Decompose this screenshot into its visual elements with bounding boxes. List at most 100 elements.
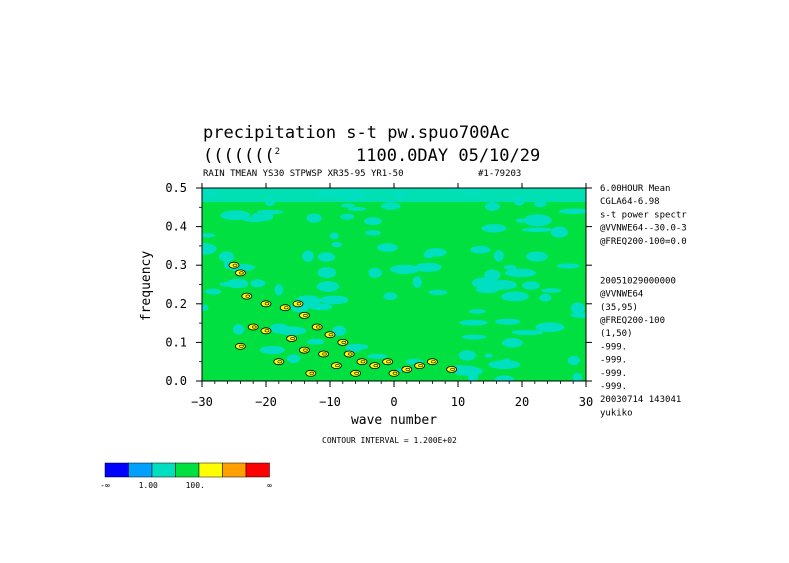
hot-spot-mark: [298, 346, 310, 354]
hot-spot-contour: [309, 371, 315, 375]
hot-spot: [247, 323, 259, 331]
low-level-patch: [504, 268, 537, 278]
low-level-patch: [572, 372, 582, 381]
hot-spot-mark: [330, 362, 342, 370]
colorbar-swatch: [151, 462, 176, 478]
low-level-patch: [535, 322, 565, 333]
hot-spot: [388, 369, 400, 377]
side-info-line: yukiko: [600, 408, 633, 418]
colorbar-swatch: [104, 462, 129, 478]
hot-spot-mark: [292, 300, 304, 308]
hot-spot: [260, 327, 272, 335]
low-level-patch: [423, 250, 434, 259]
hot-spot-mark: [247, 323, 259, 331]
low-level-patch: [484, 269, 501, 281]
low-level-patch: [390, 264, 420, 274]
x-tick-label: −20: [255, 395, 277, 409]
low-level-patch: [226, 278, 249, 289]
low-level-patch: [541, 288, 562, 293]
low-level-patch: [570, 312, 586, 318]
low-level-patch: [202, 243, 217, 255]
low-level-patch: [331, 241, 343, 248]
low-level-patch: [332, 325, 347, 336]
hot-spot-mark: [356, 358, 368, 366]
hot-spot-contour: [245, 294, 251, 298]
low-level-patch: [467, 372, 479, 381]
low-level-patch: [484, 353, 493, 358]
low-level-patch: [458, 350, 476, 361]
side-info-line: @VVNWE64--30.0-3: [600, 224, 687, 234]
hot-spot-mark: [318, 350, 330, 358]
low-level-patch: [414, 262, 442, 272]
low-level-patch: [317, 267, 337, 278]
low-level-patch: [469, 309, 486, 314]
colorbar-swatch: [175, 462, 200, 478]
low-level-patch: [364, 217, 382, 226]
hot-spot-contour: [315, 325, 321, 329]
low-level-texture: [202, 188, 586, 381]
low-level-patch: [309, 303, 333, 311]
x-tick-label: 10: [451, 395, 465, 409]
colorbar-swatch: [198, 462, 223, 478]
hot-spot: [286, 335, 298, 342]
side-info-line: 20051029000000: [600, 276, 676, 286]
hot-spot-mark: [343, 350, 355, 358]
low-level-patch: [502, 338, 523, 348]
low-level-patch: [274, 284, 284, 296]
x-axis-label: wave number: [351, 413, 437, 428]
low-level-patch: [470, 245, 491, 254]
side-info-line: 20030714 143041: [600, 395, 681, 405]
hot-spot-mark: [350, 369, 362, 377]
hot-spot: [260, 300, 272, 308]
hot-spot: [311, 323, 323, 331]
side-info-line: @FREQ200-100=0.0: [600, 237, 687, 247]
low-level-patch: [367, 353, 387, 359]
hot-spot-contour: [347, 352, 353, 356]
y-tick-label: 0.2: [165, 297, 187, 311]
hot-spot: [414, 362, 426, 370]
y-tick-label: 0.3: [165, 258, 187, 272]
hot-spot-contour: [335, 364, 340, 368]
colorbar-swatch: [128, 462, 153, 478]
low-level-patch: [319, 295, 349, 305]
x-tick-label: 30: [579, 395, 593, 409]
low-level-patch: [302, 250, 314, 262]
hot-spot-mark: [382, 358, 394, 366]
y-tick-label: 0.1: [165, 335, 187, 349]
hot-spot-contour: [264, 302, 270, 306]
hot-spot-contour: [322, 352, 327, 356]
low-level-patch: [202, 233, 216, 238]
hot-spot-mark: [228, 261, 240, 269]
x-tick-label: −10: [319, 395, 341, 409]
hot-spot-mark: [324, 331, 336, 339]
side-info-line: (1,50): [600, 329, 633, 339]
low-level-patch: [521, 281, 540, 290]
low-level-patch: [501, 291, 529, 302]
low-level-patch: [317, 252, 335, 262]
hot-spot-mark: [241, 292, 253, 300]
hot-spot-mark: [234, 269, 246, 277]
hot-spot-contour: [341, 340, 347, 344]
low-level-patch: [481, 224, 507, 233]
low-level-patch: [368, 267, 382, 278]
colorbar-label: 100.: [186, 481, 205, 490]
hot-spot-mark: [260, 300, 272, 308]
hot-spot-contour: [290, 336, 295, 340]
chart-title-line1: precipitation s-t pw.spuo700Ac: [203, 123, 510, 143]
x-tick-label: 0: [390, 395, 397, 409]
hot-spot-contour: [283, 306, 289, 310]
top-low-band: [202, 188, 586, 202]
y-tick-label: 0.4: [165, 220, 187, 234]
low-level-patch: [269, 323, 289, 334]
side-info-line: -999.: [600, 342, 627, 352]
hot-spot: [234, 269, 246, 277]
hot-spot: [318, 350, 330, 358]
hot-spot-contour: [373, 364, 379, 368]
hot-spot-contour: [360, 360, 366, 364]
hot-spot-contour: [431, 360, 436, 364]
hot-spot: [241, 292, 253, 300]
side-info-line: -999.: [600, 369, 627, 379]
hot-spot-contour: [277, 360, 283, 364]
low-level-patch: [550, 226, 568, 238]
low-level-patch: [256, 209, 284, 215]
